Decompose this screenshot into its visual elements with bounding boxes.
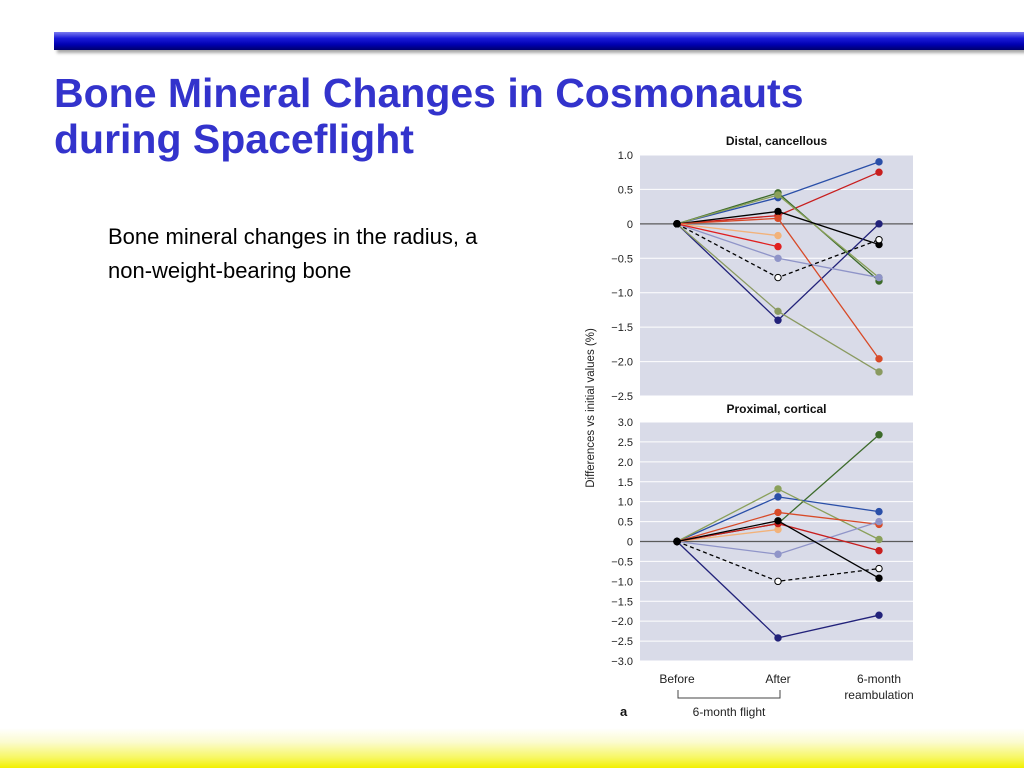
data-point — [774, 485, 782, 493]
y-tick-label: 0 — [627, 537, 633, 549]
data-point — [875, 517, 883, 526]
data-point — [774, 316, 782, 324]
data-point — [774, 231, 782, 240]
title-decoration-bar — [54, 32, 1024, 50]
y-tick-label: −2.5 — [611, 636, 633, 648]
data-point — [673, 537, 681, 546]
y-tick-label: −0.5 — [611, 556, 633, 568]
data-point — [875, 235, 883, 244]
data-point — [774, 634, 782, 642]
series-line — [676, 223, 779, 237]
data-point — [875, 546, 883, 555]
y-tick-label: −1.5 — [611, 322, 633, 334]
y-tick-label: 1.5 — [618, 477, 633, 489]
slide-title-line-1: Bone Mineral Changes in Cosmonauts — [54, 70, 804, 116]
y-tick-label: −3.0 — [611, 656, 633, 668]
data-point — [875, 273, 883, 282]
y-tick-label: −1.5 — [611, 596, 633, 608]
x-category-label: 6-month — [857, 672, 901, 686]
panel-1-title: Distal, cancellous — [726, 134, 828, 148]
bone-mineral-chart: Distal, cancellous 1.0 0.5 0 −0.5 −1.0 −1.5 −2.… — [585, 134, 914, 719]
data-point — [774, 517, 782, 525]
data-point — [875, 431, 883, 439]
y-tick-label: 0.5 — [618, 184, 633, 196]
series-line — [676, 223, 779, 248]
y-tick-label: 1.0 — [618, 497, 633, 509]
data-point — [774, 191, 782, 199]
data-point — [774, 254, 782, 262]
slide-title: Bone Mineral Changes in Cosmonauts durin… — [54, 70, 804, 162]
data-point — [875, 158, 883, 166]
slide-body-text: Bone mineral changes in the radius, a no… — [108, 224, 478, 283]
flight-bracket-label: 6-month flight — [693, 705, 766, 719]
y-tick-label: −0.5 — [611, 253, 633, 265]
data-point — [774, 525, 782, 534]
data-point — [774, 493, 782, 501]
data-point — [774, 242, 782, 251]
y-tick-label: 2.5 — [618, 437, 633, 449]
data-point — [774, 577, 782, 586]
data-point — [774, 214, 782, 223]
y-axis-label: Differences vs initial values (%) — [585, 328, 597, 488]
y-tick-label: 0.5 — [618, 517, 633, 529]
y-tick-label: −1.0 — [611, 288, 633, 300]
data-point — [875, 368, 883, 376]
y-tick-label: 3.0 — [618, 417, 633, 429]
data-point — [875, 611, 883, 619]
y-tick-label: −2.5 — [611, 391, 633, 403]
data-point — [875, 168, 883, 176]
x-category-label: reambulation — [844, 688, 913, 702]
y-tick-label: −2.0 — [611, 616, 633, 628]
y-tick-label: 0 — [627, 219, 633, 231]
data-point — [774, 508, 782, 517]
data-point — [774, 550, 782, 558]
data-point — [875, 220, 883, 228]
footer-decoration-bar — [0, 728, 1024, 768]
y-tick-label: 1.0 — [618, 150, 633, 162]
data-point — [875, 564, 883, 573]
data-point — [774, 207, 782, 216]
data-point — [875, 507, 883, 516]
y-tick-label: −2.0 — [611, 357, 633, 369]
y-tick-label: −1.0 — [611, 576, 633, 588]
data-point — [774, 273, 782, 282]
data-point — [673, 220, 681, 228]
data-point — [875, 355, 883, 363]
series-line — [676, 528, 779, 543]
y-tick-label: 2.0 — [618, 457, 633, 469]
slide-title-line-2: during Spaceflight — [54, 116, 414, 162]
data-point — [875, 574, 883, 582]
panel-letter: a — [620, 704, 628, 719]
data-point — [875, 535, 883, 544]
x-category-label: After — [765, 672, 790, 686]
panel-2-title: Proximal, cortical — [726, 402, 826, 416]
flight-bracket — [677, 690, 781, 699]
data-point — [774, 307, 782, 316]
x-category-label: Before — [659, 672, 695, 686]
